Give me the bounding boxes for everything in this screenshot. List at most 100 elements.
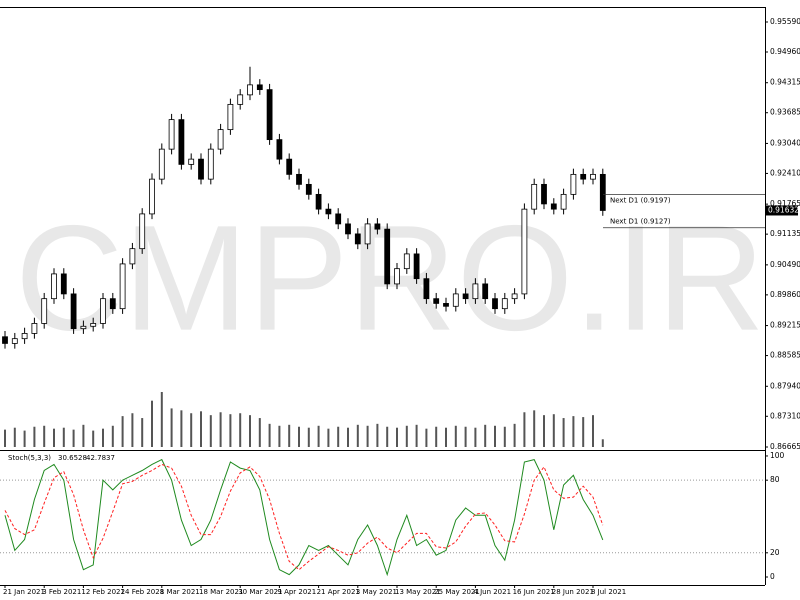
current-price-box — [766, 205, 798, 216]
y-tick-label: 0 — [770, 572, 775, 581]
volume-bar — [43, 425, 46, 447]
volume-bar — [356, 424, 359, 447]
volume-bar — [435, 426, 438, 447]
x-tick-label: 9 Apr 2021 — [277, 588, 316, 596]
candle-body — [305, 183, 312, 195]
y-tick-label: 0.93040 — [770, 138, 800, 147]
candle-body — [207, 148, 214, 180]
volume-bar — [464, 426, 467, 447]
y-tick-label: 0.91765 — [770, 199, 800, 208]
volume-bar — [562, 418, 565, 447]
x-tick-label: 24 Feb 2021 — [121, 588, 165, 596]
volume-bar — [474, 427, 477, 447]
candle-body — [90, 323, 97, 327]
candle-body — [119, 263, 126, 310]
x-tick-label: 28 Jun 2021 — [552, 588, 594, 596]
candle-body — [345, 223, 351, 235]
candle-body — [364, 223, 371, 245]
candle-body — [394, 268, 400, 285]
candle-body — [198, 158, 204, 180]
volume-bar — [102, 428, 104, 447]
volume-bar — [592, 415, 594, 447]
candle-body — [325, 208, 332, 215]
volume-bar — [376, 423, 379, 447]
candle-body — [462, 293, 469, 300]
candle-body — [423, 278, 430, 300]
volume-bar — [151, 400, 153, 447]
y-tick-label: 0.94960 — [770, 47, 800, 56]
y-tick-label: 0.90490 — [770, 260, 800, 269]
current-price-label: 0.91632 — [768, 205, 799, 214]
candle-body — [492, 298, 498, 310]
volume-bar — [366, 425, 369, 447]
x-tick-label: 21 Apr 2021 — [317, 588, 360, 596]
x-tick-label: 30 Mar 2021 — [238, 588, 282, 596]
candle-body — [541, 183, 547, 205]
x-tick-label: 16 Jun 2021 — [513, 588, 555, 596]
volume-bar — [533, 410, 536, 447]
indicator-title: Stoch(5,3,3) — [8, 454, 51, 462]
candle-body — [21, 333, 28, 340]
x-tick-label: 25 May 2021 — [434, 588, 480, 596]
candle-body — [11, 338, 18, 344]
candle-body — [511, 293, 518, 300]
volume-bar — [23, 430, 26, 447]
volume-bar — [327, 428, 330, 447]
candle-body — [403, 253, 410, 270]
candle-body — [41, 298, 48, 324]
candle-body — [354, 233, 361, 245]
volume-bar — [396, 427, 398, 447]
candle-body — [296, 173, 302, 185]
volume-bar — [33, 426, 36, 447]
candle-body — [560, 193, 567, 210]
volume-bar — [484, 424, 487, 447]
candle-body — [168, 119, 175, 150]
x-tick-label: 12 Feb 2021 — [81, 588, 125, 596]
candle-body — [237, 94, 244, 105]
candle-body — [315, 193, 322, 210]
candle-body — [276, 139, 283, 160]
candle-body — [501, 298, 508, 310]
candle-body — [531, 183, 538, 210]
candle-body — [70, 293, 77, 330]
volume-bar — [268, 423, 271, 447]
volume-bar — [582, 417, 585, 447]
volume-bar — [523, 412, 526, 447]
candle-body — [443, 303, 449, 307]
y-tick-label: 0.87940 — [770, 381, 800, 390]
y-tick-label: 0.87310 — [770, 411, 800, 420]
volume-bar — [53, 428, 55, 447]
candle-body — [139, 213, 146, 250]
candle-body — [452, 293, 459, 307]
candle-body — [521, 208, 528, 295]
candle-body — [472, 283, 479, 300]
candle-body — [109, 298, 116, 310]
x-tick-label: 21 Jan 2021 — [3, 588, 45, 596]
candle-body — [247, 84, 253, 96]
volume-bar — [180, 410, 183, 447]
volume-bar — [572, 416, 575, 447]
y-tick-label: 100 — [770, 451, 785, 460]
x-tick-label: 8 Mar 2021 — [160, 588, 200, 596]
volume-bar — [239, 413, 242, 447]
candle-body — [100, 298, 106, 324]
candle-body — [217, 129, 224, 150]
candle-body — [188, 158, 195, 165]
x-tick-label: 3 Feb 2021 — [42, 588, 81, 596]
y-tick-label: 0.94315 — [770, 78, 800, 87]
candle-body — [31, 323, 38, 334]
volume-bar — [72, 429, 75, 447]
volume-bar — [415, 424, 418, 447]
volume-bar — [131, 413, 134, 447]
candle-body — [580, 173, 587, 180]
volume-bar — [219, 412, 222, 447]
candle-body — [482, 283, 489, 300]
volume-bar — [494, 425, 496, 447]
x-tick-label: 3 May 2021 — [356, 588, 397, 596]
volume-bar — [62, 427, 65, 447]
candle-body — [413, 253, 420, 280]
candle-body — [590, 173, 596, 180]
volume-bar — [82, 424, 85, 447]
volume-bar — [13, 427, 16, 447]
